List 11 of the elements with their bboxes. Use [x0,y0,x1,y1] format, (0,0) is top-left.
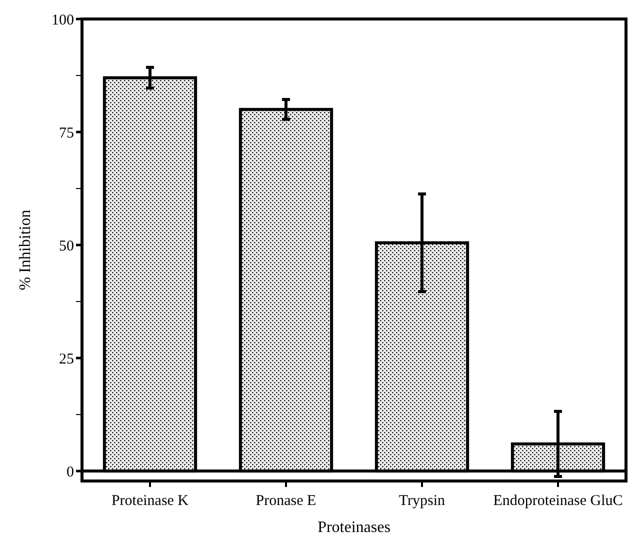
x-tick-label: Trypsin [398,493,446,509]
y-tick-label: 50 [59,238,74,254]
x-tick-label: Pronase E [256,493,316,509]
y-tick-label: 75 [59,125,74,142]
x-tick-label: Proteinase K [111,493,189,509]
x-tick-label: Endoproteinase GluC [493,493,623,509]
y-tick-label: 100 [52,12,74,28]
y-axis-title: % Inhibition [17,210,34,290]
y-tick-label: 25 [59,351,74,368]
x-axis-title: Proteinases [318,519,390,536]
y-tick-label: 0 [66,464,74,480]
